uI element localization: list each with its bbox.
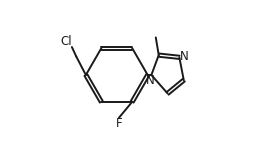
Text: F: F [116, 117, 122, 130]
Text: N: N [146, 74, 155, 87]
Text: Cl: Cl [60, 35, 72, 48]
Text: N: N [180, 50, 189, 63]
